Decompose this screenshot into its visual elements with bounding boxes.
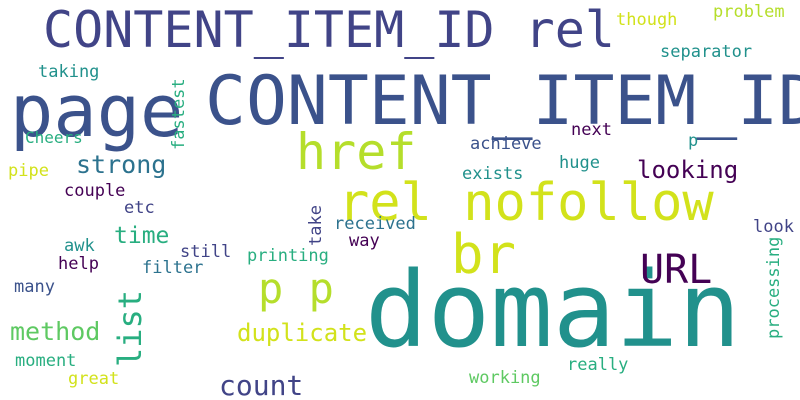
word: rel nofollow [338,173,714,233]
word: exists [462,164,524,184]
word: couple [64,181,126,201]
word: great [68,369,120,389]
word: still [180,242,232,262]
word: many [14,277,55,297]
word: printing [247,246,329,266]
word: look [753,217,794,237]
word-vertical: take [306,205,326,246]
word: method [10,317,101,346]
word: next [571,120,612,140]
word: URL [640,247,713,293]
word: page [10,69,184,153]
word-vertical: list [111,289,149,367]
word: really [567,355,629,375]
word: moment [15,351,77,371]
word-vertical: processing [764,236,784,339]
word: p [688,131,699,151]
word: received [334,214,416,234]
word: duplicate [237,319,368,347]
word: huge [559,153,600,173]
word: though [616,10,678,30]
word: etc [124,198,155,218]
word: filter [142,258,204,278]
word: way [349,231,380,251]
word: strong [76,150,167,179]
word: count [219,369,304,400]
word: CONTENT_ITEM_ID [205,62,800,141]
word: p p [258,264,334,313]
word: time [114,223,170,249]
word: br [451,223,517,286]
word: working [469,368,541,388]
word: href [296,123,417,181]
word: achieve [470,134,542,154]
word: awk [64,236,95,256]
word: domain [365,249,741,371]
word: pipe [8,161,49,181]
word-vertical: fastest [169,78,189,150]
word: separator [660,42,753,62]
word: Cheers [25,128,83,147]
word: taking [38,62,100,82]
word: help [58,254,99,274]
word: problem [713,2,785,22]
word: CONTENT_ITEM_ID rel [43,1,615,59]
word: looking [637,156,739,184]
